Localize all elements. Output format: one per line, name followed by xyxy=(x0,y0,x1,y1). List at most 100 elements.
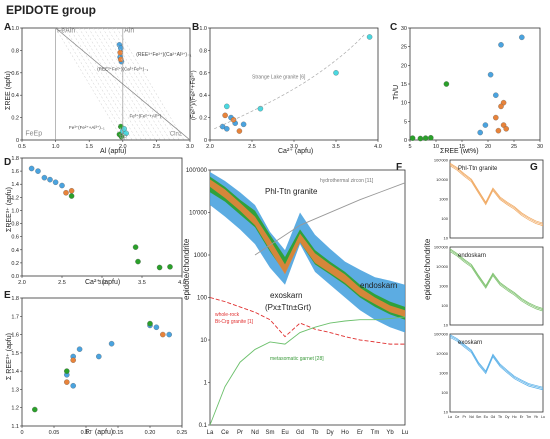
data-point-blue xyxy=(153,324,160,331)
panel-b-letter: B xyxy=(192,22,199,33)
subplot-frame xyxy=(449,159,544,239)
data-point-blue xyxy=(96,353,102,360)
panel-b: B 2.0 2.5 3.0 3.5 4.0 0 0.2 0.4 0.6 0.8 1.0 Strange… xyxy=(190,22,382,155)
y-tick-label: 0.2 xyxy=(199,116,207,122)
panel-f: F 0.1 1 10 100 1000 10'000 100'000 La Ce Pr Nd Sm Eu… xyxy=(182,162,408,436)
y-tick-label: 1.6 xyxy=(11,169,19,175)
data-point-blue xyxy=(166,331,172,338)
subplot-frame xyxy=(449,246,544,326)
x-tick-label: 15 xyxy=(459,144,465,150)
label-ep: Ep xyxy=(119,134,127,140)
y-tick-label: 0 xyxy=(404,138,407,144)
y-tick-label: 100'000 xyxy=(434,158,449,163)
x-tick-label: Dy xyxy=(326,430,333,436)
x-tick-label: Er xyxy=(520,415,524,419)
x-tick-label: 4.0 xyxy=(178,280,186,286)
data-point-blue xyxy=(240,121,247,128)
label-bt-crg: Bt-Crg granite [1] xyxy=(215,319,254,325)
x-tick-label: Tm xyxy=(526,415,531,419)
label-substitution-1: (REE³⁺Fe²⁺)(Ca²⁺Al³⁺)₋₁ xyxy=(136,52,191,58)
y-tick-label: 0.0 xyxy=(11,274,19,280)
x-tick-label: 0.25 xyxy=(177,430,188,436)
band-phl-ttn-granite xyxy=(210,179,405,317)
panel-d-letter: D xyxy=(4,157,11,168)
subplot-frame xyxy=(449,333,544,413)
guide-line xyxy=(102,27,171,141)
x-tick-label: 0.15 xyxy=(113,430,124,436)
data-point-blue xyxy=(59,182,65,189)
pattern-line-green xyxy=(449,249,544,311)
x-tick-label: 3.5 xyxy=(138,280,146,286)
y-tick-label: 10 xyxy=(444,410,449,415)
guide-line xyxy=(93,27,161,141)
y-tick-label: 0 xyxy=(16,138,19,144)
data-point-blue xyxy=(477,129,483,136)
label-strange-lake: Strange Lake granite [6] xyxy=(252,74,306,80)
panel-e: E 0 0.05 0.10 0.15 0.20 0.25 1.1 1.2 1.3 1.4 1.5 1.… xyxy=(4,290,187,436)
x-tick-label: 4.0 xyxy=(374,144,382,150)
data-point-orange xyxy=(500,122,507,128)
guide-line xyxy=(78,27,147,141)
y-tick-label: 100'000 xyxy=(434,245,449,250)
label-aln: Aln xyxy=(124,27,134,34)
guide-line xyxy=(83,27,152,141)
pattern-line-blue xyxy=(449,335,544,389)
x-tick-label: Yb xyxy=(534,415,538,419)
panel-e-ylabel: Σ REE³⁺ (apfu) xyxy=(6,333,13,380)
y-tick-label: 0.8 xyxy=(11,48,19,54)
y-tick-label: 100 xyxy=(197,296,208,302)
data-point-orange xyxy=(70,357,76,363)
data-point-blue xyxy=(224,126,230,132)
panel-c-ylabel: Th/U xyxy=(393,85,400,100)
guide-line xyxy=(60,27,128,141)
y-tick-label: 0.8 xyxy=(199,48,207,54)
y-tick-label: 0.4 xyxy=(11,248,19,254)
x-tick-label: Tb xyxy=(311,430,319,436)
x-tick-label: Er xyxy=(357,430,363,436)
y-tick-label: 1.4 xyxy=(11,369,19,375)
data-point-green xyxy=(167,264,173,270)
data-point-blue xyxy=(41,174,48,181)
data-point-blue xyxy=(108,340,115,347)
subplot-label: endoskarn xyxy=(458,253,486,259)
x-tick-label: 1.5 xyxy=(85,144,93,150)
data-point-green xyxy=(135,258,141,265)
panel-a: A 0.5 1.0 1.5 2.0 2.5 3.0 0 0.2 0.4 0.6 0.8 1.0 FeAl… xyxy=(4,22,194,155)
y-tick-label: 5 xyxy=(404,119,407,125)
guide-line xyxy=(88,27,156,141)
data-point-cyan xyxy=(333,70,339,76)
x-tick-label: Tm xyxy=(371,430,380,436)
data-point-blue xyxy=(47,176,53,183)
panel-a-ylabel: ΣREE (apfu) xyxy=(5,71,12,110)
label-fe-substitution: Fe³⁺(Fe²⁺+Al³⁺) xyxy=(130,114,162,119)
y-tick-label: 0.6 xyxy=(11,71,19,77)
y-tick-label: 1 xyxy=(204,381,208,387)
data-point-orange xyxy=(495,127,502,134)
data-point-green xyxy=(422,135,429,141)
guide-line xyxy=(116,27,185,141)
y-tick-label: 1.8 xyxy=(11,296,19,302)
pattern-line-orange xyxy=(449,162,544,224)
data-point-green xyxy=(443,81,450,87)
x-tick-label: 10 xyxy=(433,144,439,150)
y-tick-label: 1.2 xyxy=(11,406,19,412)
y-tick-label: 100 xyxy=(441,303,448,308)
guide-line xyxy=(64,27,133,141)
y-tick-label: 25 xyxy=(401,45,407,51)
substitution-line xyxy=(55,27,191,141)
x-tick-label: 2.0 xyxy=(206,144,214,150)
plot-g: 10 100 1000 10'000 100'000 Phl-Ttn granite 10 1… xyxy=(434,158,545,420)
y-tick-label: 1.0 xyxy=(11,26,19,32)
line-hydrothermal-zircon-11- xyxy=(254,182,406,256)
x-tick-label: 3.5 xyxy=(332,144,340,150)
x-tick-label: 3.0 xyxy=(290,144,298,150)
y-tick-label: 100 xyxy=(441,216,448,221)
data-point-orange xyxy=(222,112,228,119)
x-tick-label: La xyxy=(448,415,452,419)
data-point-orange xyxy=(118,56,124,63)
plot-d: 2.0 2.5 3.0 3.5 4.0 0.0 0.2 0.4 0.6 0.8 1.0 1.2 1.4 1… xyxy=(11,156,185,286)
data-point-blue xyxy=(76,346,83,352)
x-tick-label: Lu xyxy=(402,430,409,436)
y-tick-label: 0 xyxy=(204,138,207,144)
